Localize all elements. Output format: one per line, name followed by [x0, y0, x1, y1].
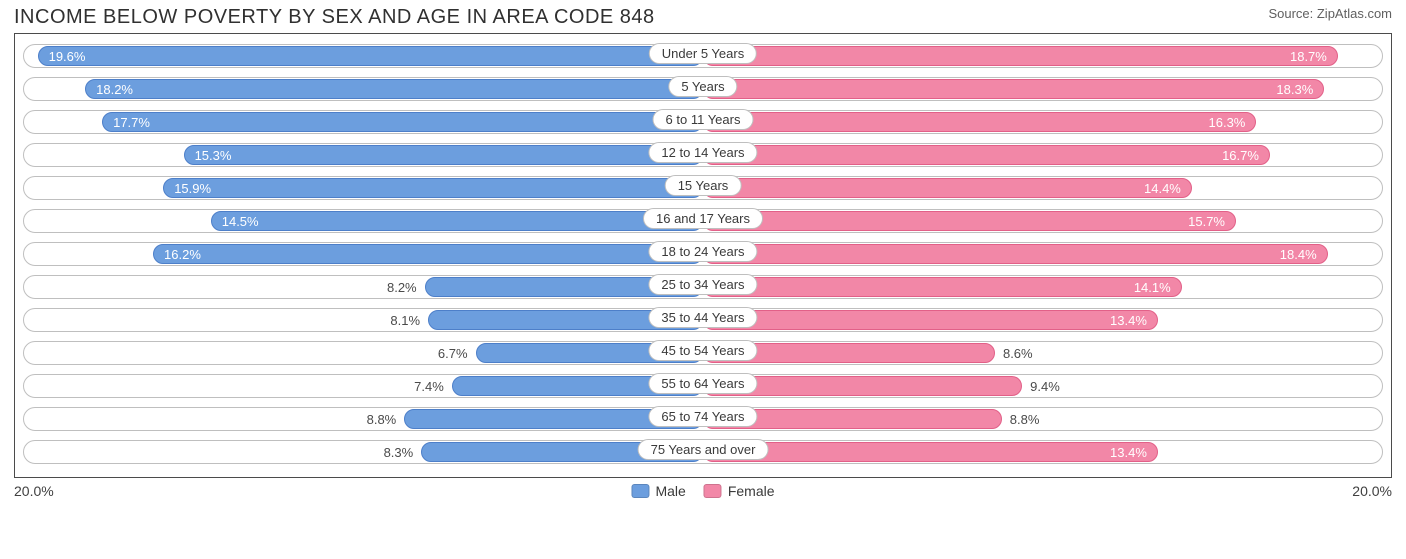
male-value-label: 8.1% [382, 310, 428, 330]
chart-row: 18.2%18.3%5 Years [23, 77, 1383, 101]
female-bar: 13.4% [703, 442, 1158, 462]
female-bar: 18.4% [703, 244, 1328, 264]
chart-row: 15.9%14.4%15 Years [23, 176, 1383, 200]
chart-row: 8.3% 13.4%75 Years and over [23, 440, 1383, 464]
chart-row: 15.3%16.7%12 to 14 Years [23, 143, 1383, 167]
male-bar: 15.3% [184, 145, 703, 165]
chart-header: INCOME BELOW POVERTY BY SEX AND AGE IN A… [0, 0, 1406, 33]
category-pill: 18 to 24 Years [648, 241, 757, 262]
category-pill: 45 to 54 Years [648, 340, 757, 361]
male-value-label: 8.2% [379, 277, 425, 297]
category-pill: 65 to 74 Years [648, 406, 757, 427]
female-bar: 15.7% [703, 211, 1236, 231]
chart-body: 19.6%18.7%Under 5 Years 18.2%18.3%5 Years… [14, 33, 1392, 478]
chart-row: 8.1% 13.4%35 to 44 Years [23, 308, 1383, 332]
category-pill: 35 to 44 Years [648, 307, 757, 328]
chart-row: 8.8% 8.8% 65 to 74 Years [23, 407, 1383, 431]
category-pill: 6 to 11 Years [653, 109, 754, 130]
legend-male: Male [631, 483, 685, 499]
chart-legend: Male Female [631, 483, 774, 499]
chart-row: 16.2%18.4%18 to 24 Years [23, 242, 1383, 266]
male-bar: 16.2% [153, 244, 703, 264]
female-bar: 16.7% [703, 145, 1270, 165]
male-bar: 17.7% [102, 112, 703, 132]
legend-female-label: Female [728, 483, 775, 499]
male-swatch-icon [631, 484, 649, 498]
male-value-label: 6.7% [430, 343, 476, 363]
axis-label-left: 20.0% [14, 483, 54, 499]
category-pill: 5 Years [668, 76, 737, 97]
male-bar: 14.5% [211, 211, 703, 231]
male-bar: 19.6% [38, 46, 703, 66]
female-swatch-icon [704, 484, 722, 498]
legend-female: Female [704, 483, 775, 499]
female-value-label: 8.6% [995, 343, 1041, 363]
male-bar: 18.2% [85, 79, 703, 99]
chart-footer: 20.0% Male Female 20.0% [14, 480, 1392, 502]
chart-row: 17.7%16.3%6 to 11 Years [23, 110, 1383, 134]
category-pill: 25 to 34 Years [648, 274, 757, 295]
category-pill: Under 5 Years [649, 43, 757, 64]
male-bar: 15.9% [163, 178, 703, 198]
chart-row: 7.4% 9.4% 55 to 64 Years [23, 374, 1383, 398]
chart-row: 6.7% 8.6% 45 to 54 Years [23, 341, 1383, 365]
female-bar: 13.4% [703, 310, 1158, 330]
axis-label-right: 20.0% [1352, 483, 1392, 499]
male-value-label: 8.3% [376, 442, 422, 462]
female-bar: 14.1% [703, 277, 1182, 297]
female-value-label: 8.8% [1002, 409, 1048, 429]
chart-row: 14.5%15.7%16 and 17 Years [23, 209, 1383, 233]
female-value-label: 9.4% [1022, 376, 1068, 396]
chart-row: 19.6%18.7%Under 5 Years [23, 44, 1383, 68]
legend-male-label: Male [655, 483, 685, 499]
category-pill: 15 Years [665, 175, 742, 196]
category-pill: 12 to 14 Years [648, 142, 757, 163]
chart-source: Source: ZipAtlas.com [1268, 6, 1392, 21]
female-bar: 14.4% [703, 178, 1192, 198]
female-bar: 16.3% [703, 112, 1256, 132]
female-bar: 18.3% [703, 79, 1324, 99]
male-value-label: 8.8% [359, 409, 405, 429]
chart-title: INCOME BELOW POVERTY BY SEX AND AGE IN A… [14, 6, 655, 29]
category-pill: 16 and 17 Years [643, 208, 763, 229]
female-bar: 18.7% [703, 46, 1338, 66]
male-value-label: 7.4% [406, 376, 452, 396]
chart-row: 8.2% 14.1%25 to 34 Years [23, 275, 1383, 299]
category-pill: 55 to 64 Years [648, 373, 757, 394]
category-pill: 75 Years and over [638, 439, 769, 460]
